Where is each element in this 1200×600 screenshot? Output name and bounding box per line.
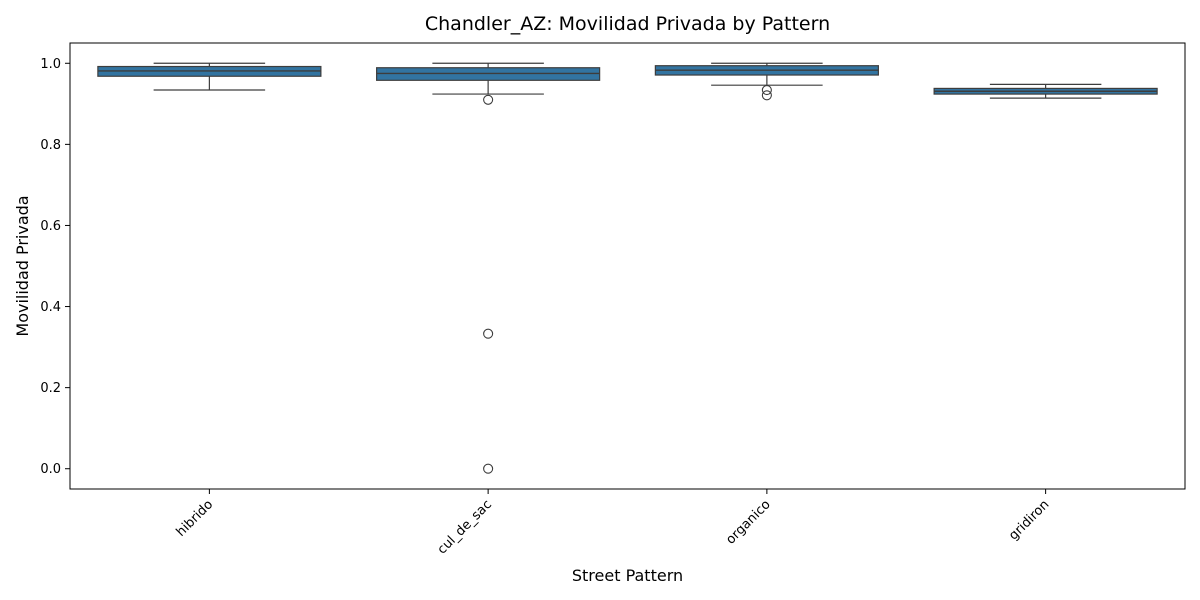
x-tick-label-cul_de_sac: cul_de_sac bbox=[435, 497, 495, 557]
y-tick-label: 0.4 bbox=[40, 300, 61, 315]
x-tick-label-hibrido: hibrido bbox=[174, 497, 217, 540]
box-group-cul_de_sac bbox=[376, 62, 601, 474]
y-axis-label: Movilidad Privada bbox=[13, 195, 32, 336]
y-tick-label: 0.0 bbox=[40, 462, 61, 477]
outlier-point bbox=[483, 328, 494, 339]
outlier-point bbox=[483, 463, 494, 474]
plot-area bbox=[97, 62, 1158, 474]
x-axis-label: Street Pattern bbox=[572, 566, 683, 585]
y-tick-label: 1.0 bbox=[40, 57, 61, 72]
x-tick-label-organico: organico bbox=[723, 497, 773, 547]
outlier-point bbox=[483, 94, 494, 105]
y-axis: 0.0 0.2 0.4 0.6 0.8 1.0 bbox=[40, 57, 70, 477]
x-axis: hibrido cul_de_sac organico gridiron bbox=[174, 489, 1052, 557]
axes-frame bbox=[69, 42, 1186, 490]
outlier-point bbox=[761, 84, 772, 96]
y-tick-label: 0.8 bbox=[40, 138, 61, 153]
outlier-point bbox=[761, 90, 772, 101]
box-group-hibrido bbox=[97, 62, 322, 91]
x-tick-label-gridiron: gridiron bbox=[1006, 497, 1052, 543]
chart-title: Chandler_AZ: Movilidad Privada by Patter… bbox=[425, 13, 830, 35]
y-tick-label: 0.2 bbox=[40, 381, 61, 396]
y-tick-label: 0.6 bbox=[40, 219, 61, 234]
box-group-gridiron bbox=[933, 83, 1158, 99]
box-group-organico bbox=[654, 62, 879, 101]
